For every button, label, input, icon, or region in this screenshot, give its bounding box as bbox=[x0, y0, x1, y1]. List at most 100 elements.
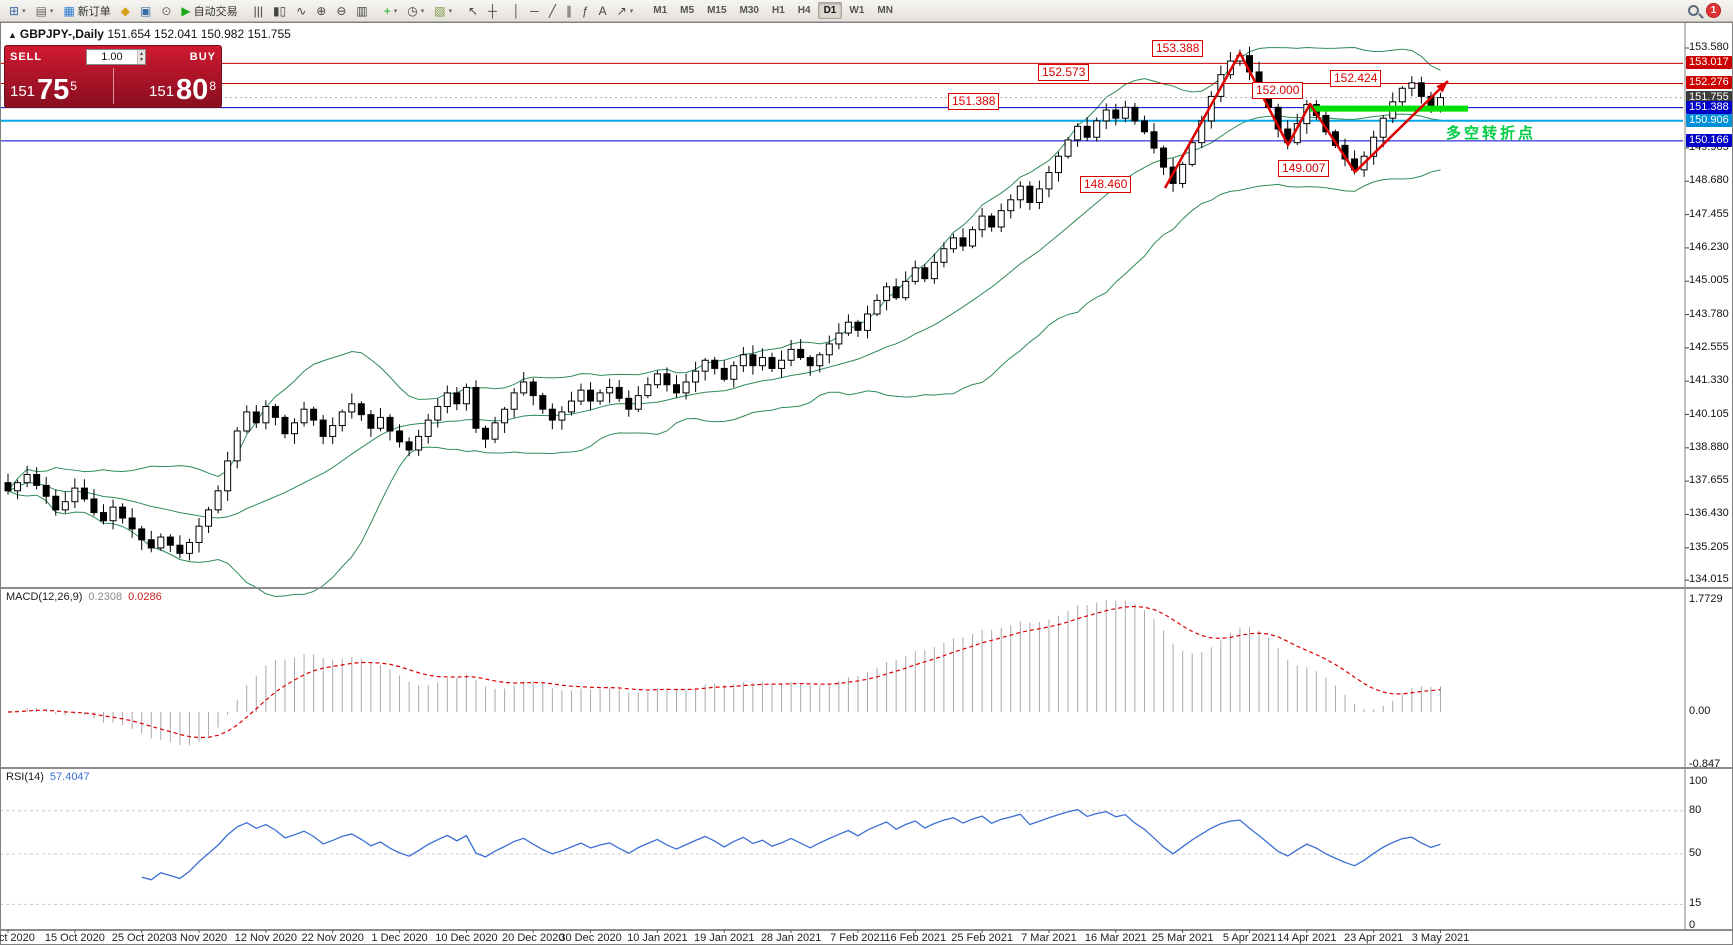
sell-button[interactable]: SELL bbox=[10, 51, 43, 63]
price-axis-label: 147.455 bbox=[1689, 207, 1729, 220]
terminal-icon: ▣ bbox=[140, 3, 152, 18]
arrows-button[interactable]: ↗ ▾ bbox=[612, 2, 639, 20]
price-level-label: 151.388 bbox=[1686, 100, 1732, 114]
indicators-button[interactable]: + ▾ bbox=[379, 2, 403, 20]
date-axis-label: 22 Nov 2020 bbox=[301, 932, 364, 944]
date-axis-label: 25 Oct 2020 bbox=[111, 932, 172, 944]
date-axis-label: 23 Apr 2021 bbox=[1343, 932, 1404, 944]
horizontal-line-icon: ─ bbox=[530, 3, 539, 18]
timeframe-h4-button[interactable]: H4 bbox=[797, 5, 811, 16]
price-callout[interactable]: 152.000 bbox=[1252, 82, 1304, 99]
metaeditor-button[interactable]: ◆ bbox=[116, 2, 135, 20]
macd-axis-label: 0.00 bbox=[1689, 705, 1711, 717]
price-callout[interactable]: 148.460 bbox=[1080, 176, 1132, 193]
toolbar: ⊞ ▾ ▤ ▾ ▦ 新订单 ◆ ▣ ⊙ ▶ 自动交易 ||| ▮▯ ∿ ⊕ ⊖ ▥ + ▾ ◷ ▾ ▧ ▾ ↖ ┼ │ ─ ╱ ∥ ƒ A ↗… bbox=[0, 0, 1733, 22]
timeframe-d1-button[interactable]: D1 bbox=[817, 2, 843, 19]
autotrading-button[interactable]: ▶ 自动交易 bbox=[181, 3, 238, 18]
profiles-button[interactable]: ▤ ▾ bbox=[31, 2, 59, 20]
date-axis-label: 28 Jan 2021 bbox=[760, 932, 822, 944]
new-order-button[interactable]: ▦ 新订单 bbox=[63, 3, 111, 18]
timeframe-m1-button[interactable]: M1 bbox=[653, 5, 668, 16]
crosshair-button[interactable]: ┼ bbox=[483, 2, 502, 20]
crosshair-icon: ┼ bbox=[488, 3, 497, 18]
timeframe-m15-button[interactable]: M15 bbox=[707, 5, 727, 16]
date-axis-label: 3 May 2021 bbox=[1411, 932, 1470, 944]
buy-price[interactable]: 151 80 8 bbox=[149, 74, 216, 106]
volume-input[interactable] bbox=[86, 50, 137, 64]
chevron-down-icon: ▾ bbox=[22, 7, 26, 15]
price-callout[interactable]: 149.007 bbox=[1278, 160, 1330, 177]
timeframe-mn-button[interactable]: MN bbox=[877, 5, 893, 16]
metaeditor-icon: ◆ bbox=[120, 3, 131, 18]
cursor-button[interactable]: ↖ bbox=[463, 2, 483, 20]
strategy-tester-icon: ⊙ bbox=[161, 3, 172, 18]
price-level-label: 151.755 bbox=[1686, 90, 1732, 104]
date-axis-label: 25 Feb 2021 bbox=[951, 932, 1013, 944]
date-axis-label: 30 Dec 2020 bbox=[559, 932, 622, 944]
price-callout[interactable]: 151.388 bbox=[948, 93, 1000, 110]
volume-up-icon[interactable]: ▴ bbox=[139, 51, 143, 57]
terminal-button[interactable]: ▣ bbox=[135, 2, 156, 20]
chart-bars-button[interactable]: ||| bbox=[249, 2, 268, 20]
price-level-label: 150.166 bbox=[1686, 133, 1732, 147]
price-axis-label: 141.330 bbox=[1689, 374, 1729, 387]
date-axis-label: 16 Mar 2021 bbox=[1084, 932, 1147, 944]
volume-down-icon[interactable]: ▾ bbox=[139, 57, 143, 63]
buy-button[interactable]: BUY bbox=[189, 51, 216, 63]
sell-price[interactable]: 151 75 5 bbox=[10, 74, 77, 106]
price-callout[interactable]: 152.573 bbox=[1038, 64, 1090, 81]
panel-divider[interactable] bbox=[0, 586, 1733, 590]
equidistant-channel-button[interactable]: ∥ bbox=[561, 2, 577, 20]
chart-title: ▲ GBPJPY-,Daily 151.654 152.041 150.982 1… bbox=[8, 27, 291, 41]
price-axis-label: 135.205 bbox=[1689, 540, 1729, 553]
price-axis-label: 138.880 bbox=[1689, 440, 1729, 453]
timeframe-m30-button[interactable]: M30 bbox=[739, 5, 759, 16]
date-axis-label: 25 Mar 2021 bbox=[1151, 932, 1214, 944]
arrows-icon: ↗ bbox=[616, 3, 627, 18]
chart-candles-button[interactable]: ▮▯ bbox=[268, 2, 291, 20]
templates-icon: ▧ bbox=[434, 3, 446, 18]
fibonacci-button[interactable]: ƒ bbox=[577, 2, 594, 20]
date-axis-label: 16 Feb 2021 bbox=[884, 932, 947, 944]
price-callout[interactable]: 152.424 bbox=[1330, 70, 1382, 87]
timeframe-m5-button[interactable]: M5 bbox=[680, 5, 695, 16]
new-chart-button[interactable]: ⊞ ▾ bbox=[4, 2, 31, 20]
macd-axis-label: 1.7729 bbox=[1689, 593, 1723, 605]
strategy-tester-button[interactable]: ⊙ bbox=[156, 2, 176, 20]
periods-button[interactable]: ◷ ▾ bbox=[402, 2, 429, 20]
timeframe-w1-button[interactable]: W1 bbox=[849, 5, 865, 16]
chart-bars-icon: ||| bbox=[253, 3, 264, 18]
date-axis-label: 7 Feb 2021 bbox=[830, 932, 886, 944]
chart-line-button[interactable]: ∿ bbox=[291, 2, 311, 20]
indicators-icon: + bbox=[383, 3, 391, 18]
chevron-down-icon: ▾ bbox=[393, 7, 398, 15]
panel-divider[interactable] bbox=[0, 766, 1733, 770]
rsi-axis-label: 0 bbox=[1689, 919, 1696, 931]
timeframe-h1-button[interactable]: H1 bbox=[771, 5, 785, 16]
zoom-in-icon: ⊕ bbox=[316, 3, 327, 18]
trendline-button[interactable]: ╱ bbox=[544, 2, 561, 20]
templates-button[interactable]: ▧ ▾ bbox=[429, 2, 457, 20]
cursor-icon: ↖ bbox=[468, 3, 479, 18]
chart-candles-icon: ▮▯ bbox=[273, 3, 287, 18]
vertical-line-button[interactable]: │ bbox=[508, 2, 526, 20]
zoom-in-button[interactable]: ⊕ bbox=[311, 2, 331, 20]
search-icon[interactable] bbox=[1688, 5, 1699, 16]
one-click-trading-widget: SELL ▴ ▾ BUY 151 75 5 151 80 8 bbox=[4, 45, 222, 108]
price-level-label: 150.906 bbox=[1686, 113, 1732, 127]
tile-windows-button[interactable]: ▥ bbox=[351, 2, 372, 20]
date-axis-label: 7 Mar 2021 bbox=[1021, 932, 1077, 944]
horizontal-line-button[interactable]: ─ bbox=[525, 2, 544, 20]
date-axis-label: 10 Jan 2021 bbox=[627, 932, 688, 944]
zoom-out-button[interactable]: ⊖ bbox=[331, 2, 351, 20]
price-axis-label: 143.780 bbox=[1689, 307, 1729, 320]
notification-badge[interactable]: 1 bbox=[1706, 3, 1721, 18]
date-axis-label: 20 Dec 2020 bbox=[502, 932, 565, 944]
date-axis-label: 5 Apr 2021 bbox=[1222, 932, 1277, 944]
text-button[interactable]: A bbox=[594, 2, 612, 20]
rsi-axis-label: 50 bbox=[1689, 847, 1702, 859]
price-axis-label: 153.580 bbox=[1689, 41, 1729, 53]
price-callout[interactable]: 153.388 bbox=[1152, 40, 1204, 57]
